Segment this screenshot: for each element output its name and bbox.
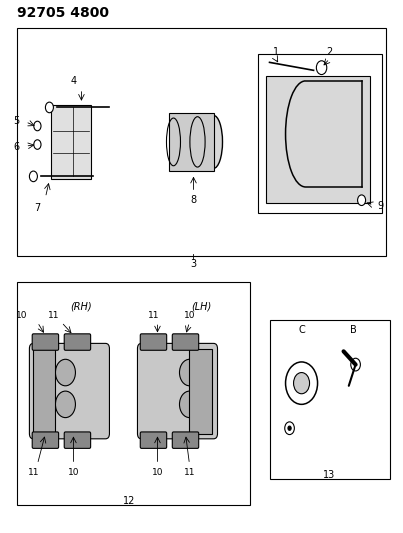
Text: 11: 11 [148,311,159,319]
Circle shape [179,359,199,386]
FancyBboxPatch shape [52,105,91,179]
FancyBboxPatch shape [189,349,212,433]
Text: 7: 7 [34,203,41,213]
Text: 2: 2 [326,47,333,57]
Text: 13: 13 [324,470,336,480]
Text: 11: 11 [184,468,195,477]
FancyBboxPatch shape [170,113,214,171]
FancyBboxPatch shape [172,334,199,350]
Text: 12: 12 [123,496,136,506]
FancyBboxPatch shape [64,432,91,448]
FancyBboxPatch shape [266,76,370,203]
Text: B: B [350,325,357,335]
Circle shape [46,102,54,113]
Text: 1: 1 [272,47,278,57]
Circle shape [179,391,199,418]
Circle shape [34,121,41,131]
FancyBboxPatch shape [140,432,167,448]
Text: C: C [298,325,305,335]
Text: 4: 4 [71,76,77,86]
FancyBboxPatch shape [29,343,110,439]
Text: 92705 4800: 92705 4800 [17,6,109,20]
FancyBboxPatch shape [140,334,167,350]
Text: 8: 8 [191,195,197,205]
Circle shape [316,61,327,75]
Circle shape [357,195,366,206]
Ellipse shape [204,115,222,168]
Text: 3: 3 [191,259,197,269]
Circle shape [34,140,41,149]
Circle shape [29,171,37,182]
Text: 9: 9 [378,200,384,211]
Text: 11: 11 [28,468,39,477]
FancyBboxPatch shape [32,432,58,448]
Circle shape [288,426,291,430]
Text: 5: 5 [13,116,20,126]
FancyBboxPatch shape [64,334,91,350]
Text: 6: 6 [13,142,19,152]
Text: 10: 10 [68,468,79,477]
Circle shape [56,359,75,386]
Circle shape [285,422,294,434]
Circle shape [293,373,310,394]
Text: 11: 11 [48,311,59,319]
Text: 10: 10 [152,468,163,477]
FancyBboxPatch shape [32,334,58,350]
Circle shape [351,358,360,371]
Text: 10: 10 [184,311,195,319]
Circle shape [56,391,75,418]
FancyBboxPatch shape [172,432,199,448]
FancyBboxPatch shape [137,343,218,439]
Text: (LH): (LH) [191,302,212,312]
Text: (RH): (RH) [71,302,92,312]
FancyBboxPatch shape [33,349,56,433]
Text: 10: 10 [16,311,27,319]
